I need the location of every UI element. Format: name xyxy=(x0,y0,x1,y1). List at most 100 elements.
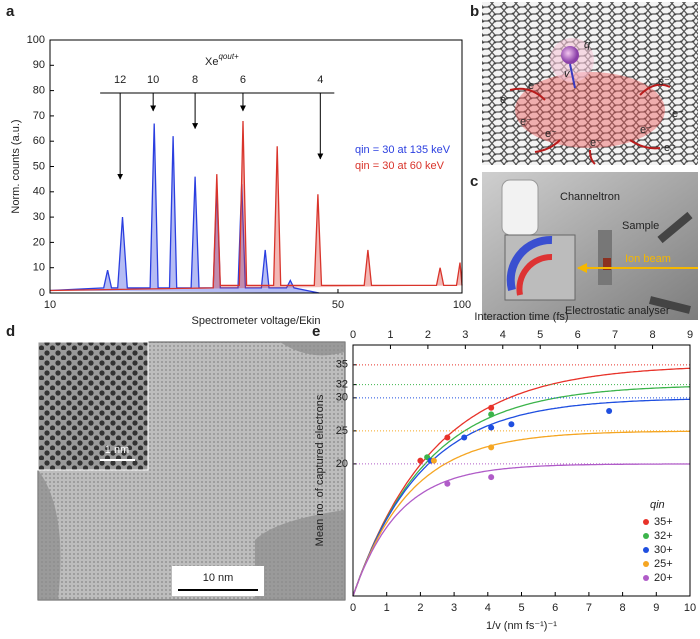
x2-tick-label: 3 xyxy=(462,329,468,341)
legend-marker xyxy=(643,561,649,567)
tem-image: 1 nm 10 nm xyxy=(37,341,346,601)
x2-axis-label: Interaction time (fs) xyxy=(474,311,568,323)
data-point xyxy=(508,421,515,428)
beam-label: Ion beam xyxy=(625,253,671,265)
y-tick-label: 90 xyxy=(33,59,45,71)
x2-tick-label: 1 xyxy=(387,329,393,341)
data-point xyxy=(488,404,495,411)
electron: e⁻ xyxy=(664,142,676,154)
plot-frame xyxy=(352,344,691,597)
sample-label: Sample xyxy=(622,220,659,232)
y-tick-label: 0 xyxy=(39,287,45,299)
y-tick-label: 70 xyxy=(33,110,45,122)
x-tick-label: 50 xyxy=(332,299,344,311)
scale-label: 10 nm xyxy=(203,572,234,584)
fit-curve xyxy=(352,463,690,597)
ion-charge: q xyxy=(584,39,591,51)
fit-curve xyxy=(352,430,690,597)
legend-entry: qin = 30 at 60 keV xyxy=(355,160,445,172)
x2-tick-label: 4 xyxy=(500,329,506,341)
x2-tick-label: 0 xyxy=(350,329,356,341)
panel-label: c xyxy=(470,173,478,190)
legend-entry: 30+ xyxy=(654,544,673,556)
data-point xyxy=(444,434,451,441)
legend-entry: qin = 30 at 135 keV xyxy=(355,144,451,156)
x-tick-label: 7 xyxy=(586,602,592,614)
inset-scale-label: 1 nm xyxy=(105,444,129,456)
x-tick-label: 0 xyxy=(350,602,356,614)
legend-entry: 35+ xyxy=(654,516,673,528)
y-tick-label: 30 xyxy=(33,211,45,223)
legend-title: qin xyxy=(650,499,665,511)
annotation-label: 12 xyxy=(114,74,126,86)
y-tick-label: 50 xyxy=(33,160,45,172)
electron: e⁻ xyxy=(658,76,670,88)
x-axis-label: 1/v (nm fs⁻¹)⁻¹ xyxy=(486,620,557,632)
detector-label: Channeltron xyxy=(560,191,620,203)
electron: e⁻ xyxy=(640,124,652,136)
x2-tick-label: 8 xyxy=(649,329,655,341)
annotation-label: 10 xyxy=(147,74,159,86)
annotation-label: 6 xyxy=(240,74,246,86)
x-tick-label: 6 xyxy=(552,602,558,614)
x-tick-label: 3 xyxy=(451,602,457,614)
legend-marker xyxy=(643,533,649,539)
electron: e⁻ xyxy=(590,137,602,149)
x2-tick-label: 6 xyxy=(575,329,581,341)
electron: e⁻ xyxy=(672,108,684,120)
data-point xyxy=(488,444,495,451)
x-tick-label: 9 xyxy=(653,602,659,614)
y-tick-label: 60 xyxy=(33,135,45,147)
y-tick-label: 20 xyxy=(33,236,45,248)
legend-marker xyxy=(643,547,649,553)
y-tick-label: 25 xyxy=(336,425,348,437)
data-point xyxy=(444,480,451,487)
x-tick-label: 8 xyxy=(620,602,626,614)
electron: e⁻ xyxy=(500,94,512,106)
data-point xyxy=(488,411,495,418)
x-tick-label: 1 xyxy=(384,602,390,614)
fit-curve xyxy=(352,367,691,597)
data-point xyxy=(461,434,468,441)
x2-tick-label: 9 xyxy=(687,329,693,341)
legend-entry: 25+ xyxy=(654,558,673,570)
x-tick-label: 10 xyxy=(684,602,696,614)
graphene-illustration: q v e⁻ e⁻ e⁻ e⁻ e⁻ e⁻ e⁻ e⁻ e⁻ xyxy=(482,2,698,165)
panel-label: a xyxy=(6,3,15,20)
x-axis-label: Spectrometer voltage/Ekin xyxy=(191,315,320,327)
x2-tick-label: 5 xyxy=(537,329,543,341)
electron: e⁻ xyxy=(545,128,557,140)
spectrum xyxy=(49,123,320,294)
x-tick-label: 4 xyxy=(485,602,491,614)
x-tick-label: 10 xyxy=(44,299,56,311)
legend-marker xyxy=(643,575,649,581)
data-point xyxy=(430,457,437,464)
y-tick-label: 80 xyxy=(33,85,45,97)
electron: e⁻ xyxy=(528,80,540,92)
data-point xyxy=(606,408,613,415)
x-tick-label: 100 xyxy=(453,299,471,311)
spectrum xyxy=(49,120,463,292)
y-tick-label: 30 xyxy=(336,392,348,404)
analyser-label: Electrostatic analyser xyxy=(565,305,670,317)
y-axis-label: Norm. counts (a.u.) xyxy=(10,119,22,213)
legend-entry: 20+ xyxy=(654,572,673,584)
annotation-label: 8 xyxy=(192,74,198,86)
electron: e⁻ xyxy=(520,116,532,128)
y-tick-label: 35 xyxy=(336,359,348,371)
x-tick-label: 5 xyxy=(518,602,524,614)
y-axis-label: Mean no. of captured electrons xyxy=(314,394,326,546)
panel-label: b xyxy=(470,3,479,20)
title-main: Xe xyxy=(205,56,218,68)
y-tick-label: 40 xyxy=(33,186,45,198)
fit-curve xyxy=(352,398,691,597)
data-point xyxy=(488,474,495,481)
ion-velocity: v xyxy=(564,68,571,80)
plot-frame xyxy=(49,39,463,294)
x-tick-label: 2 xyxy=(417,602,423,614)
panel-label: d xyxy=(6,323,15,340)
y-tick-label: 20 xyxy=(336,458,348,470)
fit-curve xyxy=(352,386,690,597)
y-tick-label: 100 xyxy=(27,34,45,46)
